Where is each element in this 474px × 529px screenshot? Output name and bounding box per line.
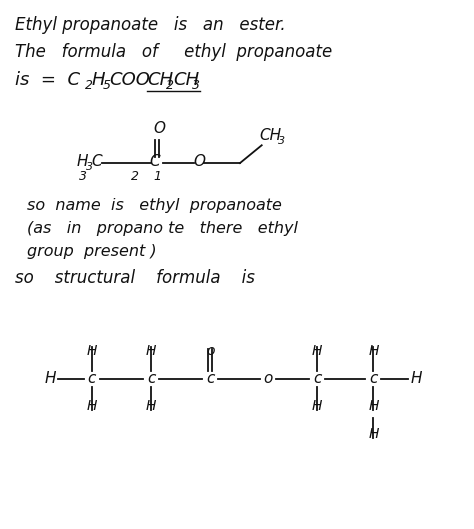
Text: Ethyl propanoate   is   an   ester.: Ethyl propanoate is an ester. bbox=[15, 15, 285, 33]
Text: C: C bbox=[149, 153, 160, 169]
Text: 2: 2 bbox=[166, 79, 174, 93]
Text: H: H bbox=[146, 344, 156, 358]
Text: 3: 3 bbox=[79, 170, 87, 184]
Text: H: H bbox=[87, 344, 97, 358]
Text: O: O bbox=[193, 153, 206, 169]
Text: c: c bbox=[313, 371, 321, 386]
Text: H: H bbox=[77, 153, 88, 169]
Text: H: H bbox=[368, 399, 379, 414]
Text: 5: 5 bbox=[102, 79, 110, 93]
Text: c: c bbox=[369, 371, 378, 386]
Text: o: o bbox=[206, 344, 215, 358]
Text: O: O bbox=[153, 121, 165, 136]
Text: (as   in   propano te   there   ethyl: (as in propano te there ethyl bbox=[27, 221, 299, 236]
Text: H: H bbox=[312, 344, 322, 358]
Text: 2: 2 bbox=[85, 79, 93, 93]
Text: 1: 1 bbox=[153, 170, 161, 184]
Text: H: H bbox=[146, 399, 156, 414]
Text: C: C bbox=[92, 153, 102, 169]
Text: H: H bbox=[368, 427, 379, 441]
Text: 3: 3 bbox=[191, 79, 200, 93]
Text: 2: 2 bbox=[131, 170, 139, 184]
Text: CH: CH bbox=[173, 71, 199, 89]
Text: so    structural    formula    is: so structural formula is bbox=[15, 269, 255, 287]
Text: c: c bbox=[206, 371, 215, 386]
Text: CH: CH bbox=[147, 71, 173, 89]
Text: CH: CH bbox=[260, 128, 282, 143]
Text: COO: COO bbox=[109, 71, 150, 89]
Text: c: c bbox=[88, 371, 96, 386]
Text: H: H bbox=[45, 371, 56, 386]
Text: H: H bbox=[92, 71, 105, 89]
Text: 3: 3 bbox=[277, 136, 285, 147]
Text: o: o bbox=[263, 371, 273, 386]
Text: c: c bbox=[147, 371, 155, 386]
Text: group  present ): group present ) bbox=[27, 244, 157, 259]
Text: H: H bbox=[368, 344, 379, 358]
Text: H: H bbox=[312, 399, 322, 414]
Text: H: H bbox=[87, 399, 97, 414]
Text: is  =  C: is = C bbox=[15, 71, 80, 89]
Text: The   formula   of     ethyl  propanoate: The formula of ethyl propanoate bbox=[15, 43, 332, 61]
Text: 3: 3 bbox=[86, 162, 93, 172]
Text: so  name  is   ethyl  propanoate: so name is ethyl propanoate bbox=[27, 198, 283, 213]
Text: H: H bbox=[410, 371, 422, 386]
